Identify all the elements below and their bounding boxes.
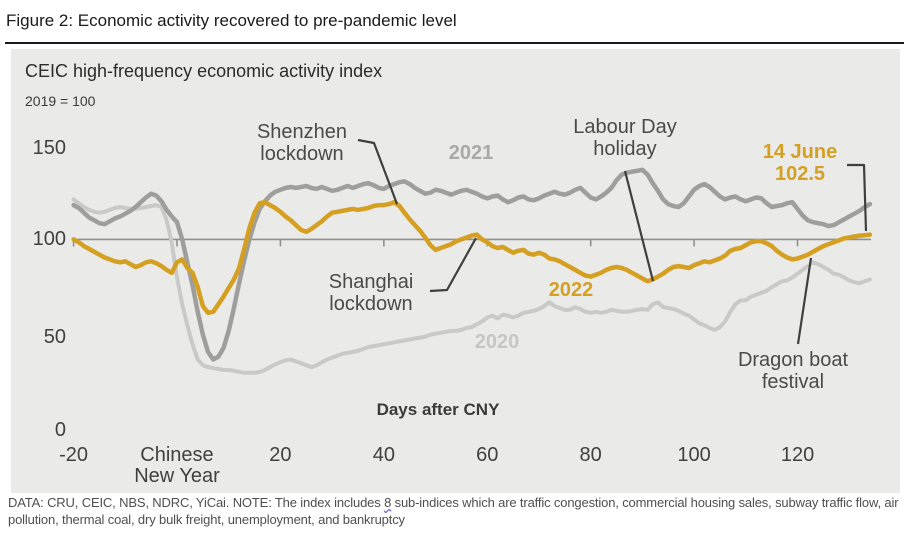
y-tick-label: 0 [54,419,66,441]
x-tick-label: 120 [780,444,815,466]
annotation-june14: 14 June 102.5 [710,141,890,185]
annotation-text-line: Labour Day [573,116,677,138]
annotation-labour-day: Labour Day holiday [535,116,715,160]
y-tick-label: 150 [32,137,66,159]
annotation-shanghai: Shanghai lockdown [281,271,461,315]
chart-subtitle: 2019 = 100 [25,93,96,109]
annotation-text-line: festival [761,371,825,393]
annotation-shenzhen: Shenzhen lockdown [212,121,392,165]
y-tick-label: 50 [43,326,66,348]
source-note-highlight: 8 [384,495,392,510]
annotation-text-line: 102.5 [774,163,826,185]
annotation-text-line: holiday [593,138,657,160]
annotation-text-line: Shenzhen [256,121,348,143]
annotation-text-line: Dragon boat [737,349,849,371]
x-tick-label: Chinese New Year [134,444,220,487]
x-axis-title: Days after CNY [376,400,500,419]
figure-title: Figure 2: Economic activity recovered to… [6,11,457,30]
series-label-2021: 2021 [448,142,494,164]
x-tick-label: 20 [269,444,292,466]
x-tick-label: -20 [59,444,89,466]
x-tick-label: 60 [476,444,499,466]
annotation-dragon-boat: Dragon boat festival [703,349,883,393]
series-label-2022: 2022 [548,279,594,301]
x-tick-label: 100 [677,444,711,466]
source-note: DATA: CRU, CEIC, NBS, NDRC, YiCai. NOTE:… [8,494,904,528]
x-tick-label: 40 [372,444,395,466]
y-tick-label: 100 [32,228,66,250]
series-label-2020: 2020 [474,331,520,353]
chart-title: CEIC high-frequency economic activity in… [25,61,383,81]
annotation-text-line: 14 June [762,141,838,163]
annotation-text-line: Shanghai [328,271,414,293]
source-note-text: DATA: CRU, CEIC, NBS, NDRC, YiCai. NOTE:… [8,495,385,510]
source-note-text: sub-indices which are traffic congestion… [8,495,899,527]
annotation-text-line: lockdown [329,293,413,315]
x-tick-label: 80 [579,444,602,466]
annotation-text-line: lockdown [260,143,344,165]
title-divider [5,42,904,44]
